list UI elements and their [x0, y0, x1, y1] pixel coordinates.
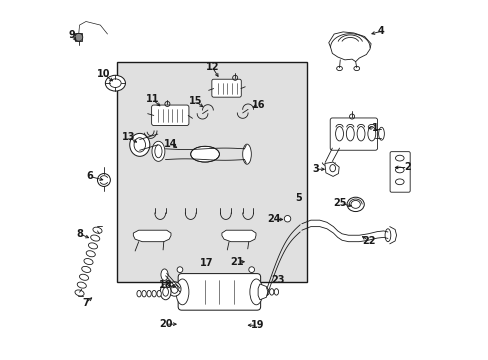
Bar [117, 62, 306, 282]
Ellipse shape [93, 227, 102, 233]
Text: 20: 20 [159, 319, 172, 329]
Ellipse shape [84, 258, 93, 265]
Ellipse shape [97, 174, 110, 186]
Ellipse shape [274, 289, 278, 295]
Text: 13: 13 [122, 132, 135, 142]
Ellipse shape [88, 243, 97, 249]
Ellipse shape [137, 291, 141, 297]
Text: 23: 23 [270, 275, 284, 285]
Polygon shape [258, 284, 267, 300]
Ellipse shape [168, 282, 181, 296]
Text: 16: 16 [252, 100, 265, 110]
Text: 5: 5 [294, 193, 301, 203]
Ellipse shape [284, 216, 290, 222]
Ellipse shape [155, 145, 162, 158]
Ellipse shape [81, 266, 91, 273]
Polygon shape [133, 230, 171, 242]
FancyBboxPatch shape [389, 152, 409, 192]
Text: 8: 8 [76, 229, 83, 239]
Text: 25: 25 [333, 198, 346, 208]
Ellipse shape [346, 127, 353, 141]
Ellipse shape [129, 134, 149, 156]
Text: 18: 18 [159, 280, 172, 290]
FancyBboxPatch shape [178, 274, 260, 310]
Text: 3: 3 [311, 164, 318, 174]
Ellipse shape [152, 291, 156, 297]
Text: 17: 17 [200, 258, 213, 268]
Ellipse shape [176, 279, 188, 305]
Ellipse shape [80, 274, 88, 280]
Text: 11: 11 [145, 94, 159, 104]
Polygon shape [328, 32, 370, 62]
Ellipse shape [346, 197, 364, 212]
Ellipse shape [163, 288, 168, 296]
Text: 24: 24 [267, 215, 281, 224]
FancyBboxPatch shape [211, 79, 241, 97]
Ellipse shape [171, 285, 178, 293]
Ellipse shape [90, 235, 100, 241]
Ellipse shape [269, 289, 273, 295]
Ellipse shape [356, 127, 364, 141]
Ellipse shape [109, 79, 121, 87]
Text: 22: 22 [362, 236, 375, 246]
Ellipse shape [105, 75, 125, 91]
Ellipse shape [350, 201, 360, 208]
Text: 21: 21 [230, 257, 244, 267]
Ellipse shape [142, 291, 146, 297]
Ellipse shape [75, 290, 84, 296]
Ellipse shape [77, 282, 86, 288]
Text: 4: 4 [377, 26, 384, 36]
Polygon shape [222, 230, 255, 242]
Ellipse shape [134, 138, 145, 152]
Ellipse shape [177, 267, 183, 273]
Ellipse shape [260, 289, 264, 295]
FancyBboxPatch shape [151, 105, 188, 126]
Ellipse shape [86, 251, 95, 257]
Text: 9: 9 [69, 30, 76, 40]
Text: 7: 7 [82, 298, 89, 308]
Ellipse shape [152, 141, 164, 161]
Ellipse shape [264, 289, 269, 295]
Text: 14: 14 [164, 139, 177, 149]
Ellipse shape [384, 229, 390, 242]
Ellipse shape [242, 144, 251, 164]
Ellipse shape [75, 33, 82, 41]
Ellipse shape [248, 267, 254, 273]
Text: 6: 6 [86, 171, 93, 181]
Text: 19: 19 [250, 320, 264, 330]
Ellipse shape [160, 284, 171, 300]
Ellipse shape [190, 146, 219, 162]
Polygon shape [75, 33, 82, 41]
Text: 2: 2 [404, 162, 410, 172]
Ellipse shape [147, 291, 151, 297]
Text: 1: 1 [371, 123, 378, 133]
FancyBboxPatch shape [329, 118, 377, 150]
Polygon shape [324, 162, 339, 176]
Ellipse shape [157, 291, 161, 297]
Ellipse shape [367, 127, 375, 141]
Text: 12: 12 [205, 62, 219, 72]
Ellipse shape [161, 269, 168, 280]
Ellipse shape [249, 279, 262, 305]
Text: 10: 10 [97, 69, 110, 79]
Ellipse shape [335, 127, 343, 141]
Text: 15: 15 [188, 96, 202, 106]
